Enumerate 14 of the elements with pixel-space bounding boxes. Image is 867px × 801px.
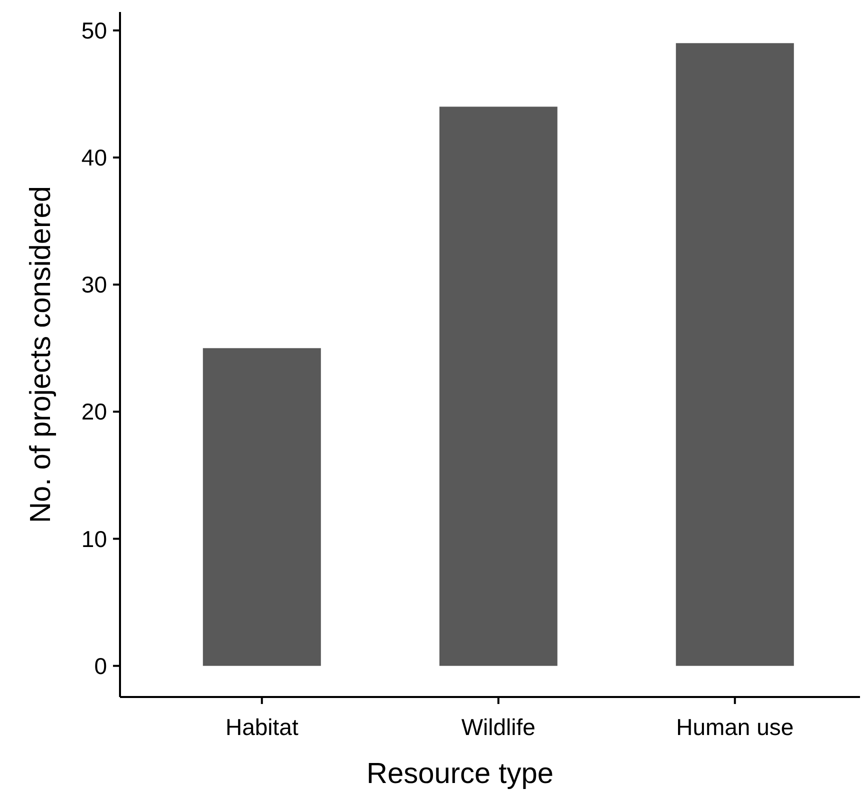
x-axis-title: Resource type (366, 758, 554, 790)
bar (439, 106, 558, 666)
y-tick-label: 30 (81, 272, 107, 298)
y-axis-title: No. of projects considered (25, 186, 57, 523)
y-tick-label: 50 (81, 17, 107, 44)
y-tick-label: 40 (81, 144, 107, 171)
y-tick-label: 20 (81, 398, 107, 425)
y-tick-label: 10 (81, 526, 107, 552)
x-tick-label: Wildlife (461, 714, 536, 740)
x-tick-label: Habitat (225, 714, 299, 740)
x-tick-label: Human use (676, 714, 794, 740)
bar (202, 348, 321, 666)
bar (676, 43, 794, 666)
y-tick-label: 0 (94, 652, 107, 679)
